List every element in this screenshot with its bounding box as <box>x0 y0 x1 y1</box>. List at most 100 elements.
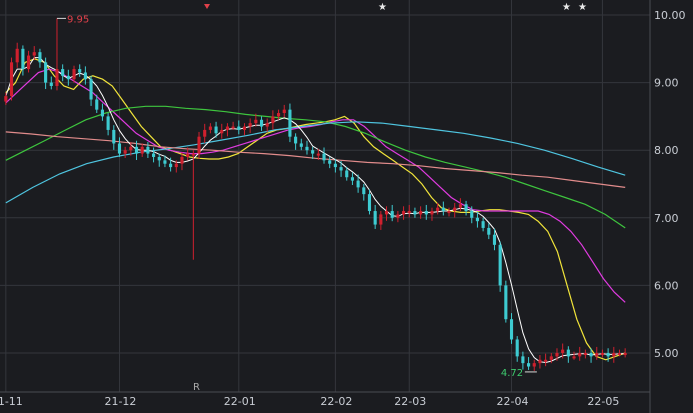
candle-body <box>572 356 576 359</box>
y-tick-label: 8.00 <box>654 144 679 157</box>
candle-body <box>498 244 502 286</box>
y-tick-label: 9.00 <box>654 77 679 90</box>
low-price-label: 4.72 <box>501 368 523 379</box>
x-tick-label: 22-02 <box>320 395 352 408</box>
candle-body <box>521 356 525 364</box>
star-marker: ★ <box>562 2 571 13</box>
candle-body <box>413 211 417 215</box>
candle-body <box>470 211 474 218</box>
candle-body <box>123 150 127 154</box>
candle-body <box>350 177 354 181</box>
ma60-line <box>5 105 626 229</box>
candle-body <box>174 163 178 168</box>
candle-body <box>532 363 536 367</box>
candle-body <box>487 227 491 235</box>
candle-body <box>288 109 292 137</box>
candle-body <box>78 69 82 73</box>
candle-body <box>305 146 309 151</box>
candle-body <box>589 353 593 357</box>
top-event-marker <box>204 4 210 9</box>
candle-body <box>447 211 451 214</box>
candle-body <box>299 143 303 147</box>
x-axis: 21-11 21-12 22-01 22-02 22-03 22-04 22-05 <box>0 395 619 408</box>
candle-body <box>191 153 195 156</box>
candle-body <box>66 75 70 80</box>
candle-body <box>117 143 122 154</box>
grid-lines <box>0 0 651 413</box>
ma250-line <box>5 131 626 188</box>
candle-body <box>333 163 337 168</box>
candle-body <box>277 113 281 117</box>
candle-body <box>549 356 553 360</box>
candle-body <box>492 234 497 245</box>
candle-body <box>169 163 173 168</box>
candle-body <box>595 353 599 357</box>
candle-body <box>583 353 587 356</box>
candle-body <box>316 153 320 156</box>
candle-body <box>83 72 87 80</box>
candle-body <box>384 211 389 215</box>
y-axis: 10.00 9.00 8.00 7.00 6.00 5.00 <box>654 9 686 360</box>
candle-body <box>475 217 479 222</box>
candle-body <box>186 153 190 157</box>
candle-body <box>612 353 616 357</box>
candle-body <box>356 180 360 188</box>
candle-body <box>237 126 241 130</box>
high-price-label: 9.95 <box>67 14 89 25</box>
candle-body <box>106 116 110 130</box>
candle-body <box>49 82 53 86</box>
candle-body <box>271 116 275 124</box>
candle-body <box>100 109 104 117</box>
x-tick-label: 22-01 <box>224 395 256 408</box>
candle-body <box>464 204 468 212</box>
candle-body <box>27 55 31 70</box>
candle-body <box>4 96 8 102</box>
candle-body <box>180 156 184 164</box>
candle-body <box>481 221 485 228</box>
candle-body <box>32 52 36 56</box>
candle-body <box>61 69 65 76</box>
candle-body <box>254 119 258 124</box>
candles <box>4 18 627 371</box>
candle-body <box>242 126 247 130</box>
candle-body <box>146 146 150 154</box>
candle-body <box>129 146 133 151</box>
candle-body <box>566 349 570 357</box>
candle-body <box>339 167 343 171</box>
candle-body <box>379 214 383 225</box>
candle-body <box>220 129 224 134</box>
candle-body <box>441 207 445 212</box>
candle-body <box>430 211 434 215</box>
y-tick-label: 5.00 <box>654 347 679 360</box>
candle-body <box>606 353 610 357</box>
candle-body <box>424 211 428 215</box>
candle-body <box>38 52 42 63</box>
candle-body <box>89 79 93 100</box>
candle-body <box>328 160 332 164</box>
candle-body <box>561 349 565 353</box>
x-tick-label: 21-11 <box>0 395 23 408</box>
candle-body <box>208 126 212 130</box>
ma120-line <box>5 121 626 204</box>
star-marker: ★ <box>578 2 587 13</box>
candle-body <box>458 204 462 208</box>
candle-body <box>140 146 144 154</box>
x-tick-label: 22-05 <box>587 395 619 408</box>
candle-body <box>407 211 411 214</box>
candle-body <box>248 123 252 127</box>
candle-body <box>231 126 235 129</box>
r-marker: R <box>193 382 200 393</box>
y-tick-label: 10.00 <box>654 9 686 22</box>
candle-body <box>515 339 519 357</box>
candle-body <box>282 109 286 114</box>
candle-body <box>203 129 207 137</box>
candle-body <box>15 48 19 63</box>
candle-body <box>112 129 116 144</box>
x-tick-label: 22-03 <box>394 395 426 408</box>
candle-body <box>367 194 372 212</box>
candle-body <box>259 119 264 127</box>
candle-body <box>362 187 366 195</box>
candle-body <box>419 211 423 215</box>
